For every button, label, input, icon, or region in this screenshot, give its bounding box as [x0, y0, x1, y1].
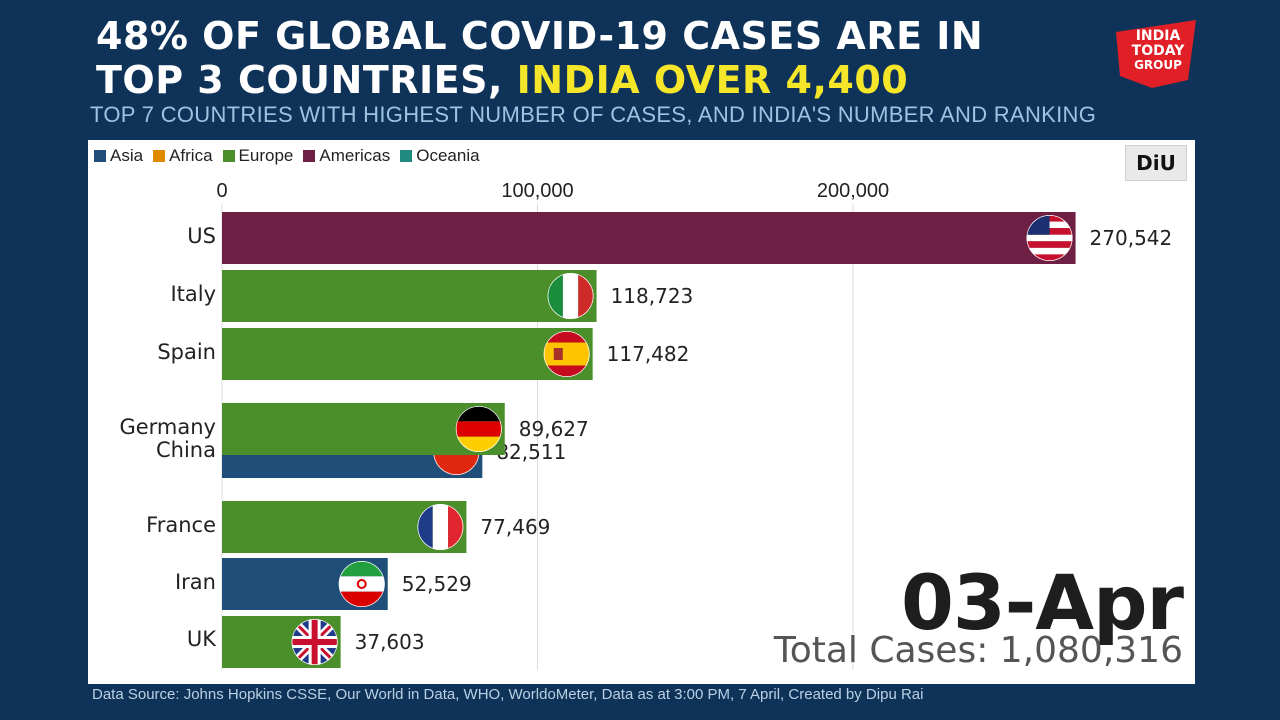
us-flag-icon [1026, 215, 1073, 261]
legend-label: Africa [169, 146, 213, 165]
logo-line-3: GROUP [1134, 58, 1182, 72]
value-label: 117,482 [607, 342, 690, 366]
category-label: Iran [175, 570, 216, 594]
headline: 48% OF GLOBAL COVID-19 CASES ARE IN TOP … [96, 14, 983, 102]
legend-item-americas: Americas [303, 146, 390, 166]
total-cases: Total Cases: 1,080,316 [773, 630, 1183, 671]
x-tick-label: 200,000 [817, 180, 889, 202]
legend-item-oceania: Oceania [400, 146, 480, 166]
legend-label: Asia [110, 146, 144, 165]
data-source-footer: Data Source: Johns Hopkins CSSE, Our Wor… [92, 686, 924, 703]
bar-group-us: 270,542 [222, 212, 1172, 264]
region-legend: Asia Africa Europe Americas Oceania [94, 146, 480, 166]
chart-panel: 0 100,000 200,000 270,542 118,723 117,482 82,5… [88, 140, 1195, 684]
italy-flag-icon [547, 273, 594, 319]
value-label: 89,627 [519, 417, 589, 441]
bar-spain [222, 328, 593, 380]
france-flag-icon [417, 504, 464, 550]
category-label: China [156, 438, 216, 462]
legend-swatch [94, 150, 106, 162]
legend-item-africa: Africa [153, 146, 213, 166]
value-label: 118,723 [611, 284, 694, 308]
logo-line-1: INDIA [1136, 28, 1181, 44]
category-label: Italy [170, 282, 216, 306]
legend-item-asia: Asia [94, 146, 143, 166]
headline-line-2-white: TOP 3 COUNTRIES, [96, 58, 517, 102]
value-label: 37,603 [355, 630, 425, 654]
bar-group-uk: 37,603 [222, 616, 425, 668]
category-label: UK [187, 627, 217, 651]
x-tick-label: 100,000 [501, 180, 573, 202]
legend-swatch [400, 150, 413, 162]
diu-badge: DiU [1125, 145, 1187, 181]
india-today-group-logo: INDIA TODAY GROUP [1116, 20, 1196, 88]
logo-line-2: TODAY [1132, 43, 1186, 59]
bar-chart: 0 100,000 200,000 270,542 118,723 117,482 82,5… [119, 180, 1172, 670]
bar-group-iran: 52,529 [222, 558, 472, 610]
category-label: Spain [157, 340, 216, 364]
value-label: 52,529 [402, 572, 472, 596]
headline-highlight: INDIA OVER 4,400 [516, 58, 909, 102]
bar-group-spain: 117,482 [222, 328, 689, 380]
legend-label: Europe [238, 146, 294, 165]
legend-label: Oceania [416, 146, 480, 165]
value-label: 82,511 [496, 440, 566, 464]
bar-group-germany: 89,627 [222, 403, 589, 455]
iran-flag-icon [338, 561, 385, 607]
legend-swatch [153, 150, 166, 162]
value-label: 77,469 [480, 515, 550, 539]
bar-us [222, 212, 1076, 264]
date-label: 03-Apr [900, 558, 1184, 647]
x-tick-label: 0 [216, 180, 227, 202]
category-label: France [146, 513, 216, 537]
germany-flag-icon [455, 406, 502, 452]
value-label: 270,542 [1090, 226, 1173, 250]
uk-flag-icon [291, 619, 338, 665]
bar-italy [222, 270, 597, 322]
category-label: Germany [119, 415, 216, 439]
legend-item-europe: Europe [222, 146, 294, 166]
spain-flag-icon [543, 331, 590, 377]
subheading: TOP 7 COUNTRIES WITH HIGHEST NUMBER OF C… [90, 102, 1097, 127]
bar-group-france: 77,469 [222, 501, 550, 553]
legend-label: Americas [319, 146, 391, 165]
headline-line-1: 48% OF GLOBAL COVID-19 CASES ARE IN [96, 14, 984, 58]
legend-swatch [303, 150, 316, 162]
category-label: US [187, 224, 216, 248]
bar-group-italy: 118,723 [222, 270, 693, 322]
headline-line-2: TOP 3 COUNTRIES, INDIA OVER 4,400 [96, 58, 983, 102]
legend-swatch [222, 150, 235, 162]
